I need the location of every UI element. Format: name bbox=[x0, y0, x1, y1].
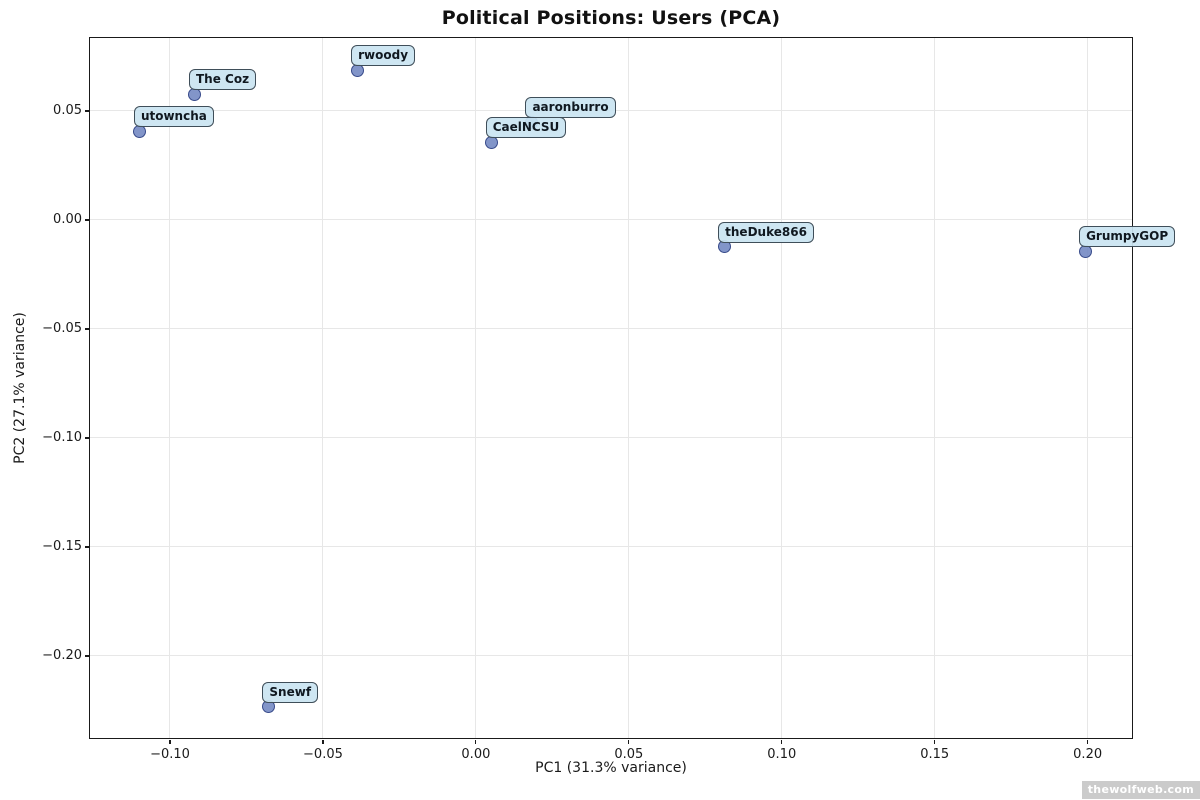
chart-title: Political Positions: Users (PCA) bbox=[441, 7, 781, 29]
y-axis-tick-label: 0.05 bbox=[53, 103, 82, 119]
x-axis-tick-label: 0.10 bbox=[767, 747, 797, 762]
x-axis-tick-label: −0.05 bbox=[303, 747, 343, 762]
watermark: thewolfweb.com bbox=[1081, 781, 1200, 799]
x-axis-tick-label: 0.20 bbox=[1073, 747, 1103, 762]
point-label-grumpygop: GrumpyGOP bbox=[1079, 226, 1176, 248]
y-axis-tick-label: −0.20 bbox=[42, 648, 82, 664]
point-label-theduke866: theDuke866 bbox=[718, 221, 814, 243]
gridline-vertical bbox=[321, 37, 323, 738]
point-label-rwoody: rwoody bbox=[351, 45, 416, 67]
x-axis-tick bbox=[169, 739, 171, 744]
y-axis-tick bbox=[85, 437, 89, 439]
y-axis-tick bbox=[85, 328, 89, 330]
point-label-snewf: Snewf bbox=[262, 681, 319, 703]
point-label-caelncsu: CaelNCSU bbox=[485, 117, 567, 139]
gridline-horizontal bbox=[90, 437, 1132, 439]
point-label-the-coz: The Coz bbox=[188, 69, 257, 91]
x-axis-label: PC1 (31.3% variance) bbox=[535, 760, 687, 776]
gridline-horizontal bbox=[90, 655, 1132, 657]
gridline-vertical bbox=[933, 37, 935, 738]
point-label-utowncha: utowncha bbox=[133, 106, 214, 128]
gridline-vertical bbox=[169, 37, 171, 738]
gridline-vertical bbox=[474, 37, 476, 738]
gridline-horizontal bbox=[90, 546, 1132, 548]
point-label-aaronburro: aaronburro bbox=[525, 97, 616, 119]
y-axis-tick-label: −0.10 bbox=[42, 430, 82, 446]
y-axis-tick-label: −0.05 bbox=[42, 321, 82, 337]
x-axis-tick-label: 0.15 bbox=[920, 747, 950, 762]
x-axis-tick-label: 0.05 bbox=[614, 747, 644, 762]
x-axis-tick-label: −0.10 bbox=[150, 747, 190, 762]
y-axis-tick-label: −0.15 bbox=[42, 539, 82, 555]
x-axis-tick bbox=[1087, 739, 1089, 744]
x-axis-tick bbox=[475, 739, 477, 744]
gridline-vertical bbox=[780, 37, 782, 738]
y-axis-tick bbox=[85, 546, 89, 548]
x-axis-tick bbox=[322, 739, 324, 744]
gridline-vertical bbox=[627, 37, 629, 738]
plot-area: rwoody The Coz utowncha aaronburro CaelNCSU t… bbox=[89, 36, 1176, 739]
y-axis-tick bbox=[85, 655, 89, 657]
x-axis-tick-label: 0.00 bbox=[461, 747, 491, 762]
y-axis-tick bbox=[85, 110, 89, 112]
x-axis-tick bbox=[934, 739, 936, 744]
x-axis-tick bbox=[628, 739, 630, 744]
gridline-horizontal bbox=[90, 219, 1132, 221]
gridline-vertical bbox=[1086, 37, 1088, 738]
x-axis-tick bbox=[781, 739, 783, 744]
gridline-horizontal bbox=[90, 328, 1132, 330]
y-axis-tick bbox=[85, 219, 89, 221]
y-axis-tick-label: 0.00 bbox=[53, 212, 82, 228]
